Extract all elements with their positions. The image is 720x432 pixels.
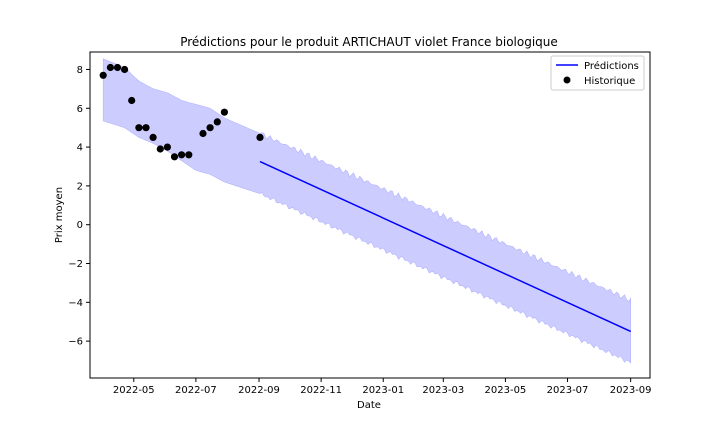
x-tick-label: 2022-05 (113, 385, 155, 396)
history-point (142, 124, 150, 132)
history-point (213, 118, 221, 126)
history-point (206, 124, 214, 132)
history-point (99, 71, 107, 79)
y-axis-title: Prix moyen (54, 187, 65, 243)
plot-frame (89, 51, 651, 379)
x-tick-label: 2022-11 (300, 385, 342, 396)
history-point (128, 96, 136, 105)
x-tick-label: 2022-09 (238, 385, 280, 396)
history-point (185, 151, 193, 159)
history-point (106, 63, 114, 72)
prediction-line (259, 160, 632, 333)
x-tick-label: 2023-09 (610, 385, 652, 396)
history-point (135, 124, 143, 132)
x-tick-label: 2023-03 (422, 385, 464, 396)
history-point (163, 143, 171, 151)
x-tick-label: 2023-07 (547, 385, 589, 396)
history-point (178, 151, 186, 159)
history-point (121, 65, 129, 74)
history-point (149, 133, 157, 141)
y-tick-label: 2 (77, 181, 83, 192)
history-point (199, 129, 207, 138)
plot-area (99, 58, 632, 364)
y-tick-label: 6 (77, 104, 83, 115)
y-tick-label: 4 (77, 143, 83, 154)
history-point (156, 145, 164, 153)
y-axis: 8 6 4 2 0 −2 −4 −6 (68, 65, 90, 348)
history-point (170, 153, 179, 161)
x-tick-label: 2023-01 (362, 385, 404, 396)
y-tick-label: 0 (77, 220, 83, 231)
y-tick-label: 8 (77, 65, 83, 76)
x-tick-label: 2023-05 (485, 385, 527, 396)
history-point (113, 63, 122, 72)
history-point (220, 108, 228, 116)
y-tick-label: −6 (68, 337, 83, 348)
y-tick-label: −4 (68, 298, 83, 309)
legend: Prédictions Historique (550, 55, 645, 91)
legend-label-history: Historique (584, 76, 635, 87)
chart-title: Prédictions pour le produit ARTICHAUT vi… (180, 35, 558, 49)
legend-history-marker (563, 76, 571, 84)
x-tick-label: 2022-07 (175, 385, 217, 396)
y-tick-label: −2 (68, 259, 83, 270)
history-point (256, 133, 264, 141)
x-axis-title: Date (357, 400, 381, 411)
legend-label-predictions: Prédictions (584, 60, 639, 72)
x-axis: 2022-05 2022-07 2022-09 2022-11 2023-01 2023-… (113, 378, 652, 396)
